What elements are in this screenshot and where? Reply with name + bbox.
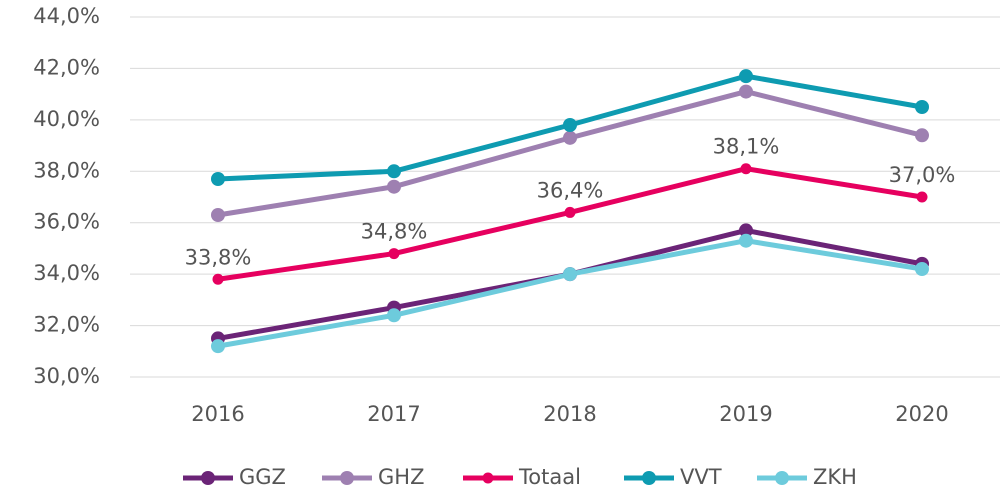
x-tick-label: 2018 xyxy=(543,402,596,426)
series-line xyxy=(217,238,923,349)
y-tick-label: 36,0% xyxy=(33,210,100,234)
legend-marker xyxy=(340,471,354,485)
legend-marker xyxy=(775,471,789,485)
y-tick-label: 44,0% xyxy=(33,4,100,28)
legend-label: Totaal xyxy=(518,465,581,489)
data-point xyxy=(739,84,753,99)
data-point xyxy=(388,248,400,260)
data-point xyxy=(564,206,576,218)
data-label: 38,1% xyxy=(713,135,780,159)
data-point xyxy=(387,308,401,323)
legend-marker xyxy=(482,472,494,484)
legend-label: GHZ xyxy=(378,465,424,489)
data-point xyxy=(915,128,929,143)
x-tick-label: 2016 xyxy=(191,402,244,426)
y-tick-label: 40,0% xyxy=(33,107,100,131)
data-point xyxy=(739,233,753,248)
y-tick-label: 38,0% xyxy=(33,158,100,182)
data-point xyxy=(212,273,224,285)
x-tick-label: 2017 xyxy=(367,402,420,426)
y-tick-label: 34,0% xyxy=(33,261,100,285)
legend-marker xyxy=(642,471,656,485)
legend-label: GGZ xyxy=(239,465,286,489)
data-point xyxy=(739,69,753,84)
data-point xyxy=(211,339,225,354)
series-line xyxy=(217,227,923,341)
data-point xyxy=(387,164,401,179)
data-point xyxy=(563,267,577,282)
data-label: 34,8% xyxy=(361,220,428,244)
y-tick-label: 32,0% xyxy=(33,313,100,337)
data-point xyxy=(211,208,225,222)
data-label: 36,4% xyxy=(537,178,604,202)
legend-marker xyxy=(201,471,215,485)
data-point xyxy=(740,163,752,175)
data-point xyxy=(739,223,753,238)
data-point xyxy=(211,172,225,186)
data-label: 37,0% xyxy=(889,163,956,187)
data-point xyxy=(916,191,928,203)
x-tick-label: 2020 xyxy=(895,402,948,426)
data-point xyxy=(563,130,577,145)
y-tick-label: 30,0% xyxy=(33,364,100,388)
legend-label: VVT xyxy=(680,465,722,489)
data-point xyxy=(915,262,929,276)
y-tick-label: 42,0% xyxy=(33,55,100,79)
data-label: 33,8% xyxy=(185,245,252,269)
data-point xyxy=(915,100,929,114)
legend-label: ZKH xyxy=(813,465,857,489)
x-tick-label: 2019 xyxy=(719,402,772,426)
data-point xyxy=(563,118,577,132)
data-point xyxy=(387,179,401,194)
